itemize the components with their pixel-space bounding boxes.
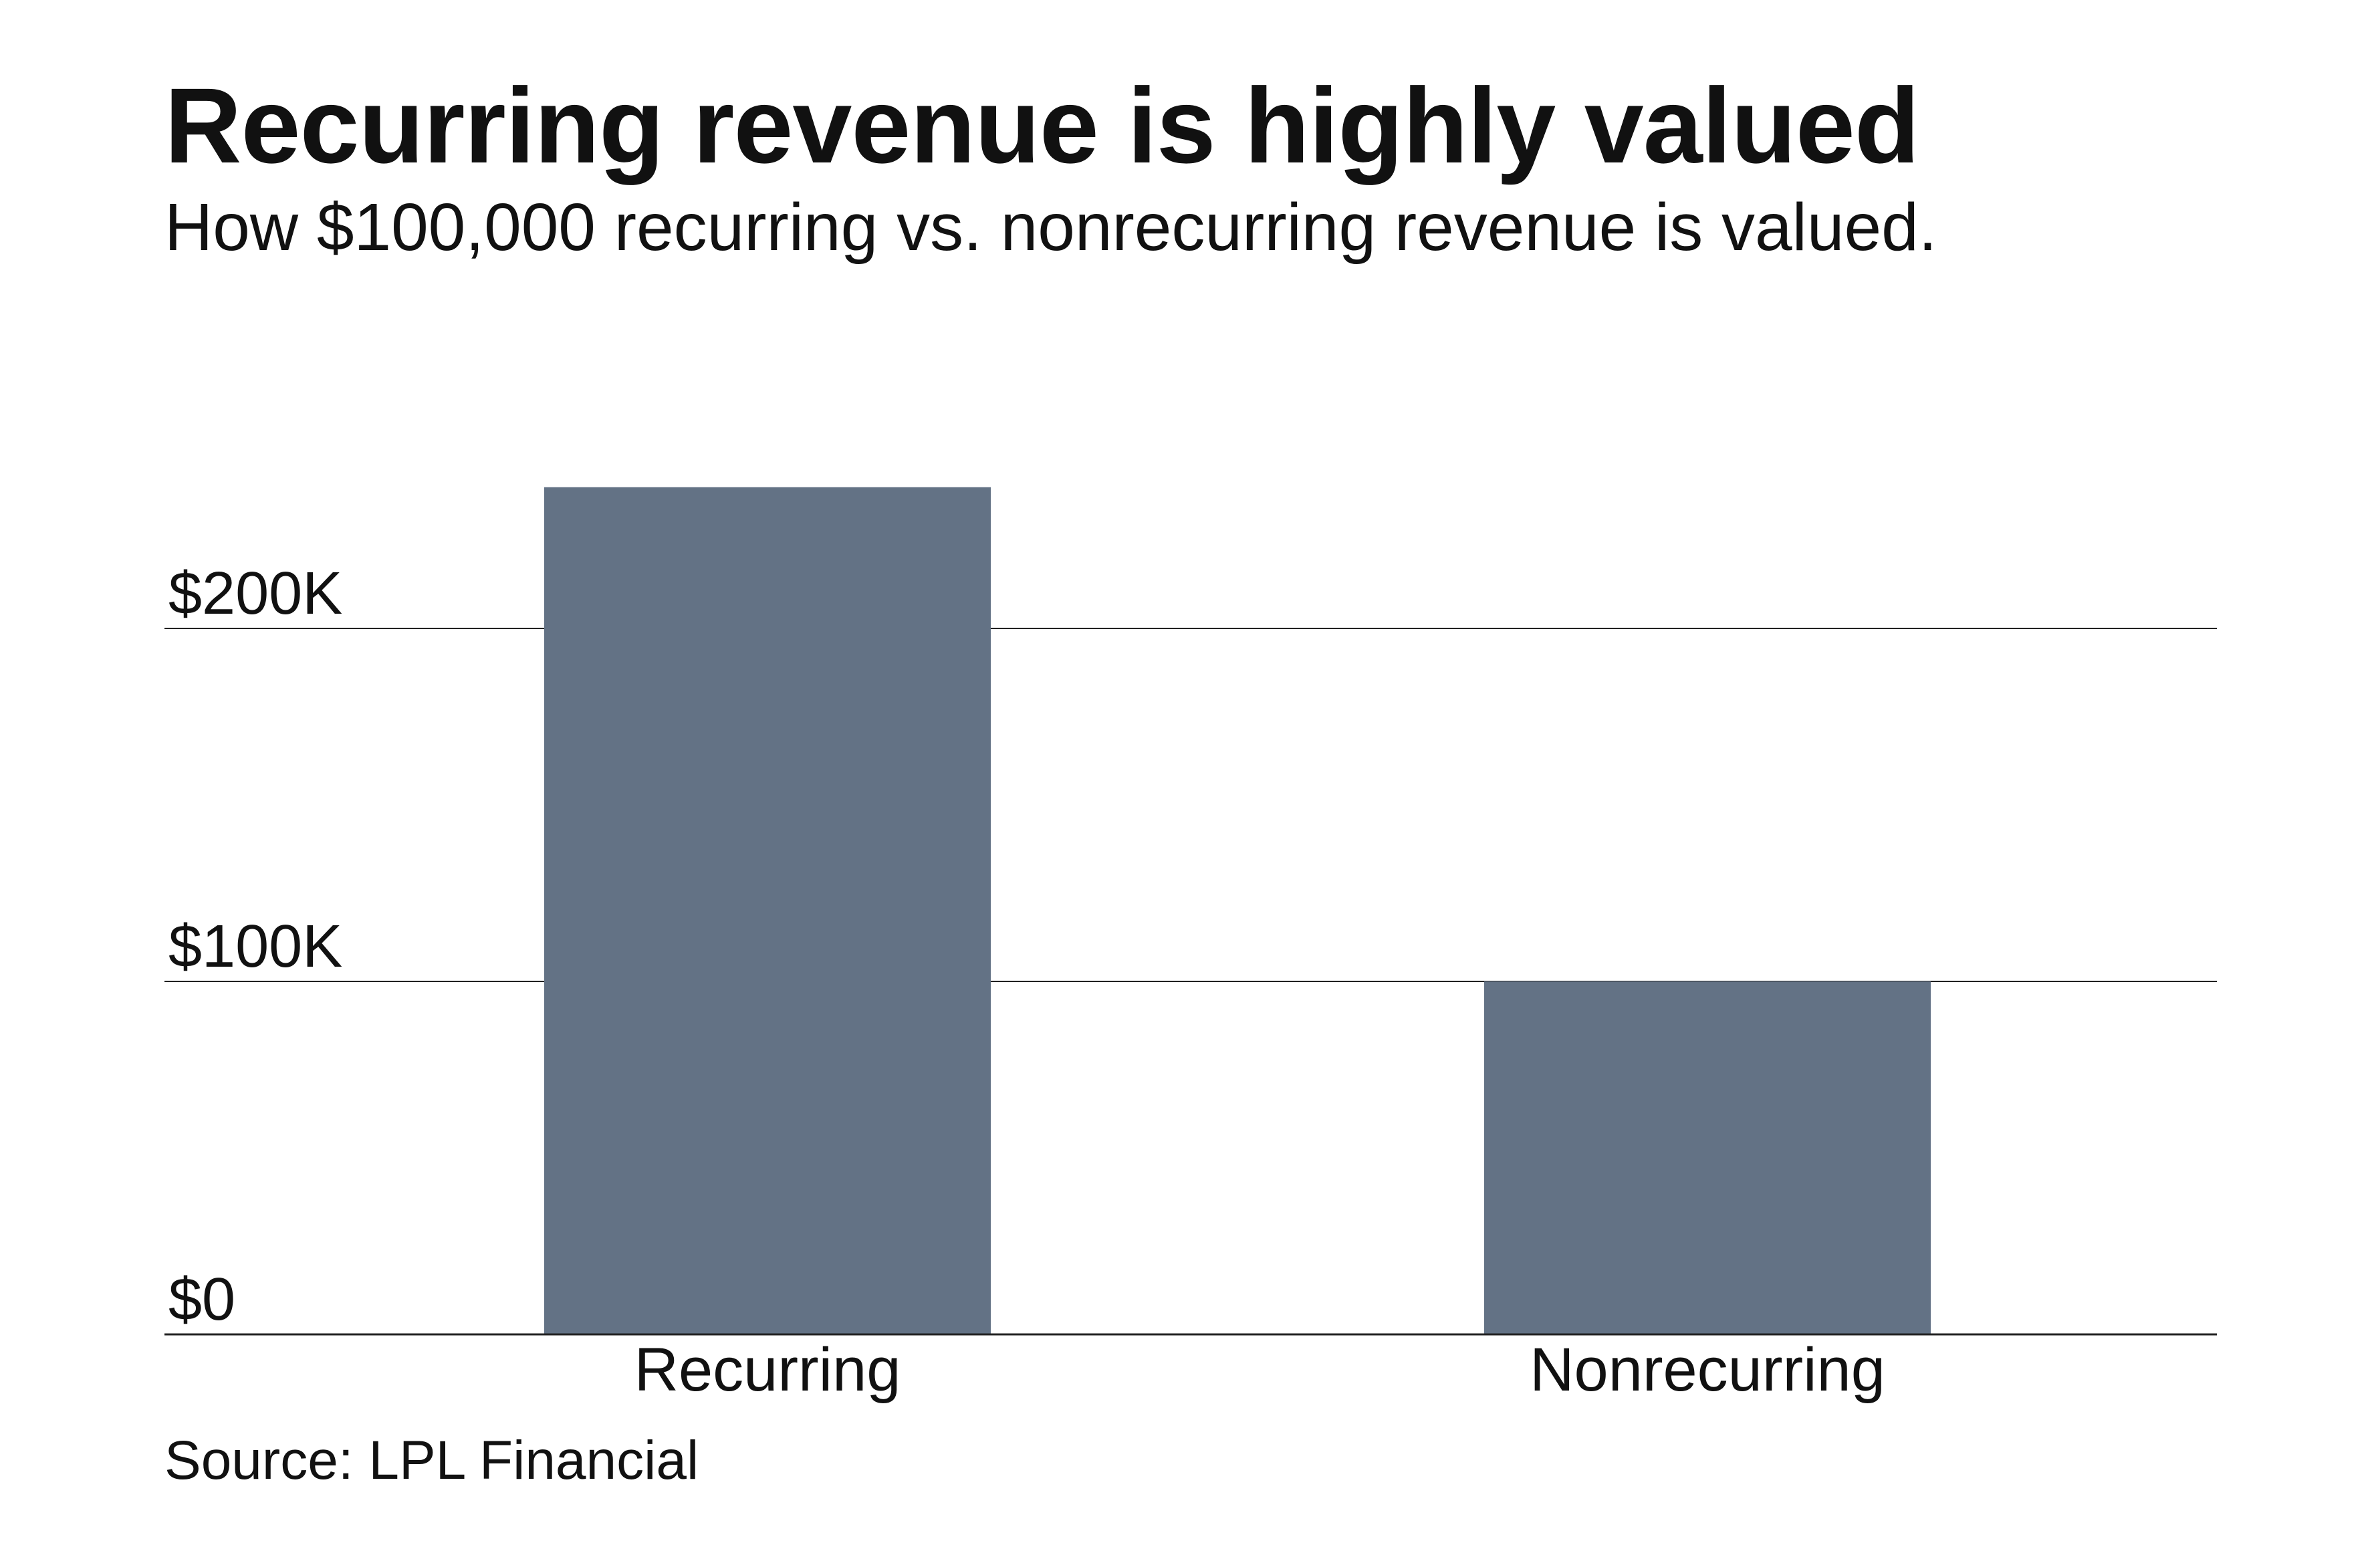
x-axis-tick-labels: Recurring Nonrecurring [634,1336,1885,1404]
chart-title: Recurring revenue is highly valued [164,66,1920,185]
y-tick-label: $100K [168,913,342,980]
bar-nonrecurring [1484,981,1931,1334]
y-tick-label: $200K [168,560,342,627]
x-tick-label: Nonrecurring [1530,1336,1885,1404]
bars [544,487,1931,1334]
x-tick-label: Recurring [634,1336,901,1404]
y-axis-tick-labels: $0 $100K $200K [168,560,342,1333]
bar-recurring [544,487,991,1334]
y-tick-label: $0 [168,1266,235,1333]
source-note: Source: LPL Financial [164,1430,699,1491]
chart-subtitle: How $100,000 recurring vs. nonrecurring … [164,190,1937,265]
